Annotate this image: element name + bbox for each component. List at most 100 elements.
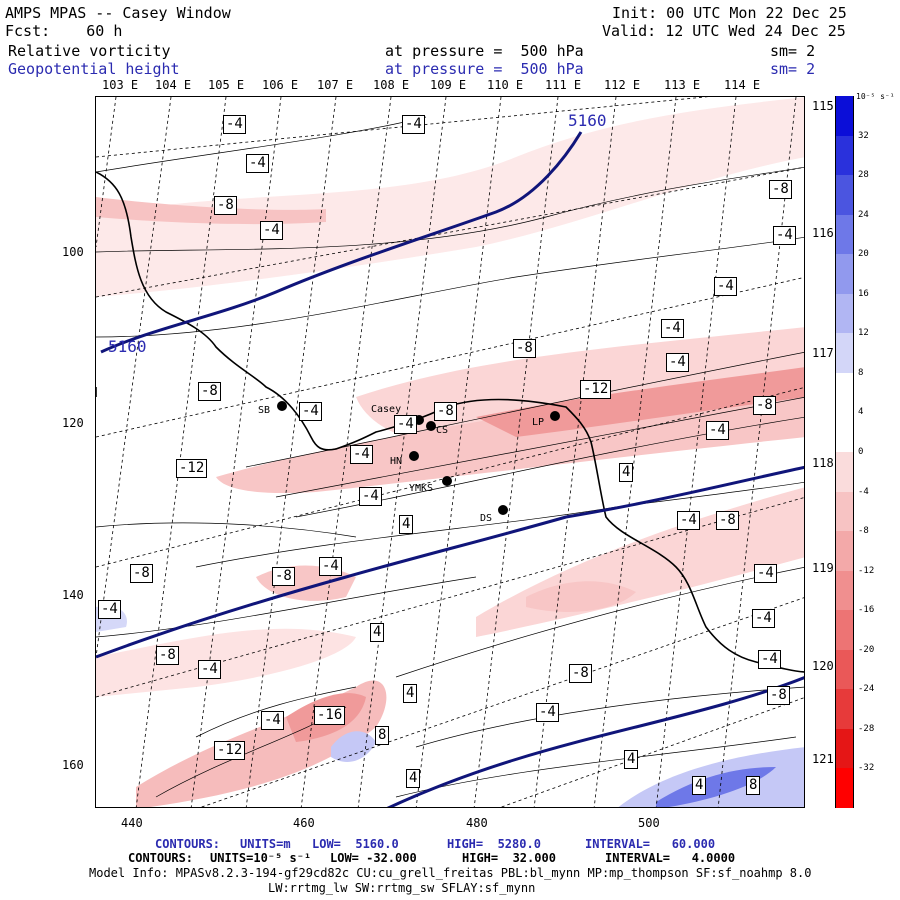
footer-vort-contours: CONTOURS: (128, 851, 194, 865)
colorbar-label: 24 (858, 209, 869, 220)
x-tick: 500 (638, 816, 660, 830)
contour-label: -8 (569, 664, 592, 683)
colorbar-label: 20 (858, 249, 869, 260)
colorbar-cell (835, 610, 854, 651)
footer-vort-interval: INTERVAL= 4.0000 (605, 851, 736, 865)
colorbar-label: -16 (858, 605, 875, 616)
contour-label: -4 (246, 154, 269, 173)
station-label: HN (390, 456, 403, 467)
stations (277, 401, 560, 515)
contour-label: -4 (752, 609, 775, 628)
station-label: CS (436, 425, 449, 436)
colorbar-label: -20 (858, 644, 875, 655)
contour-label: -12 (214, 741, 246, 760)
contour-label: 4 (399, 515, 414, 534)
colorbar-label: -12 (858, 565, 875, 576)
lon-label: 103 E (102, 78, 139, 92)
contour-label: -8 (767, 686, 790, 705)
contour-label: -4 (261, 711, 284, 730)
contour-label: -8 (434, 402, 457, 421)
station-label: Casey (371, 404, 402, 415)
colorbar-label: -32 (858, 763, 875, 774)
colorbar-label: 0 (858, 447, 864, 457)
coastline (96, 171, 804, 673)
contour-label: -4 (758, 650, 781, 669)
lon-label: 110 E (487, 78, 524, 92)
lon-label: 105 E (208, 78, 245, 92)
colorbar-cell (835, 491, 854, 532)
geopotential-contours (96, 131, 804, 807)
lon-label: 107 E (317, 78, 354, 92)
contour-label: -4 (666, 353, 689, 372)
colorbar-cell (835, 135, 854, 176)
y-tick: 100 (62, 245, 84, 259)
footer-vort-low: LOW= -32.000 (330, 851, 417, 865)
neg-vort-band (96, 628, 356, 697)
contour-label: -8 (716, 511, 739, 530)
contour-label: -4 (319, 557, 342, 576)
colorbar-unit: 10⁻⁵ s⁻¹ (856, 92, 895, 101)
field1-level: at pressure = 500 hPa (385, 42, 584, 60)
colorbar-label: 12 (858, 328, 869, 339)
init-time: Init: 00 UTC Mon 22 Dec 25 (612, 4, 847, 22)
map-title: AMPS MPAS -- Casey Window (5, 4, 231, 22)
contour-label: 4 (403, 684, 418, 703)
contour-label: -4 (536, 703, 559, 722)
colorbar-cell (835, 531, 854, 572)
colorbar-cell (835, 768, 854, 809)
height-label: 5160 (108, 337, 147, 356)
contour-label: -4 (402, 115, 425, 134)
contour-label: -8 (513, 339, 536, 358)
map-svg (96, 97, 804, 807)
lon-label: 108 E (373, 78, 410, 92)
colorbar-label: 16 (858, 288, 869, 299)
lon-label: 112 E (604, 78, 641, 92)
colorbar-cell (835, 293, 854, 334)
contour-label: -4 (223, 115, 246, 134)
field2-smoothing: sm= 2 (770, 60, 816, 78)
vort-contours (96, 116, 804, 798)
contour-label: -4 (394, 415, 417, 434)
contour-label: -12 (176, 459, 208, 478)
x-tick: 460 (293, 816, 315, 830)
neg-vort-band (96, 97, 804, 297)
footer-height-high: HIGH= 5280.0 (447, 837, 541, 851)
station-label: DS (480, 513, 493, 524)
footer-vort-units: UNITS=10⁻⁵ s⁻¹ (210, 851, 312, 865)
lon-label: 111 E (545, 78, 582, 92)
contour-label: -8 (753, 396, 776, 415)
lon-label: 104 E (155, 78, 192, 92)
colorbar-cell (835, 96, 854, 137)
contour-label: -8 (769, 180, 792, 199)
field2-level: at pressure = 500 hPa (385, 60, 584, 78)
colorbar-cell (835, 214, 854, 255)
footer-height-low: LOW= 5160.0 (312, 837, 399, 851)
colorbar-cell (835, 570, 854, 611)
colorbar-cell (835, 412, 854, 453)
colorbar-label: -28 (858, 723, 875, 734)
y-tick: 140 (62, 588, 84, 602)
footer-model-info: Model Info: MPASv8.2.3-194-gf29cd82c CU:… (89, 866, 812, 880)
station-label: SB (258, 405, 271, 416)
colorbar-label: 28 (858, 170, 869, 181)
colorbar-cell (835, 254, 854, 295)
colorbar-cell (835, 333, 854, 374)
station-label: YMKS (409, 483, 434, 494)
lon-label: 106 E (262, 78, 299, 92)
lon-label: 113 E (664, 78, 701, 92)
contour-label: -4 (706, 421, 729, 440)
map-plot-area: 5160 5160 SB Casey CS LP HN YMKS DS -4 -4… (95, 96, 805, 808)
colorbar-cell (835, 452, 854, 493)
contour-label: -4 (260, 221, 283, 240)
contour-label: -8 (130, 564, 153, 583)
station-label: LP (532, 417, 545, 428)
contour-label: -4 (754, 564, 777, 583)
contour-label: -4 (677, 511, 700, 530)
footer-height-units: UNITS=m (240, 837, 291, 851)
contour-label: -4 (359, 487, 382, 506)
colorbar-cell (835, 728, 854, 769)
y-tick: 120 (62, 416, 84, 430)
field1-smoothing: sm= 2 (770, 42, 816, 60)
contour-label: -12 (580, 380, 612, 399)
contour-label: 4 (624, 750, 639, 769)
